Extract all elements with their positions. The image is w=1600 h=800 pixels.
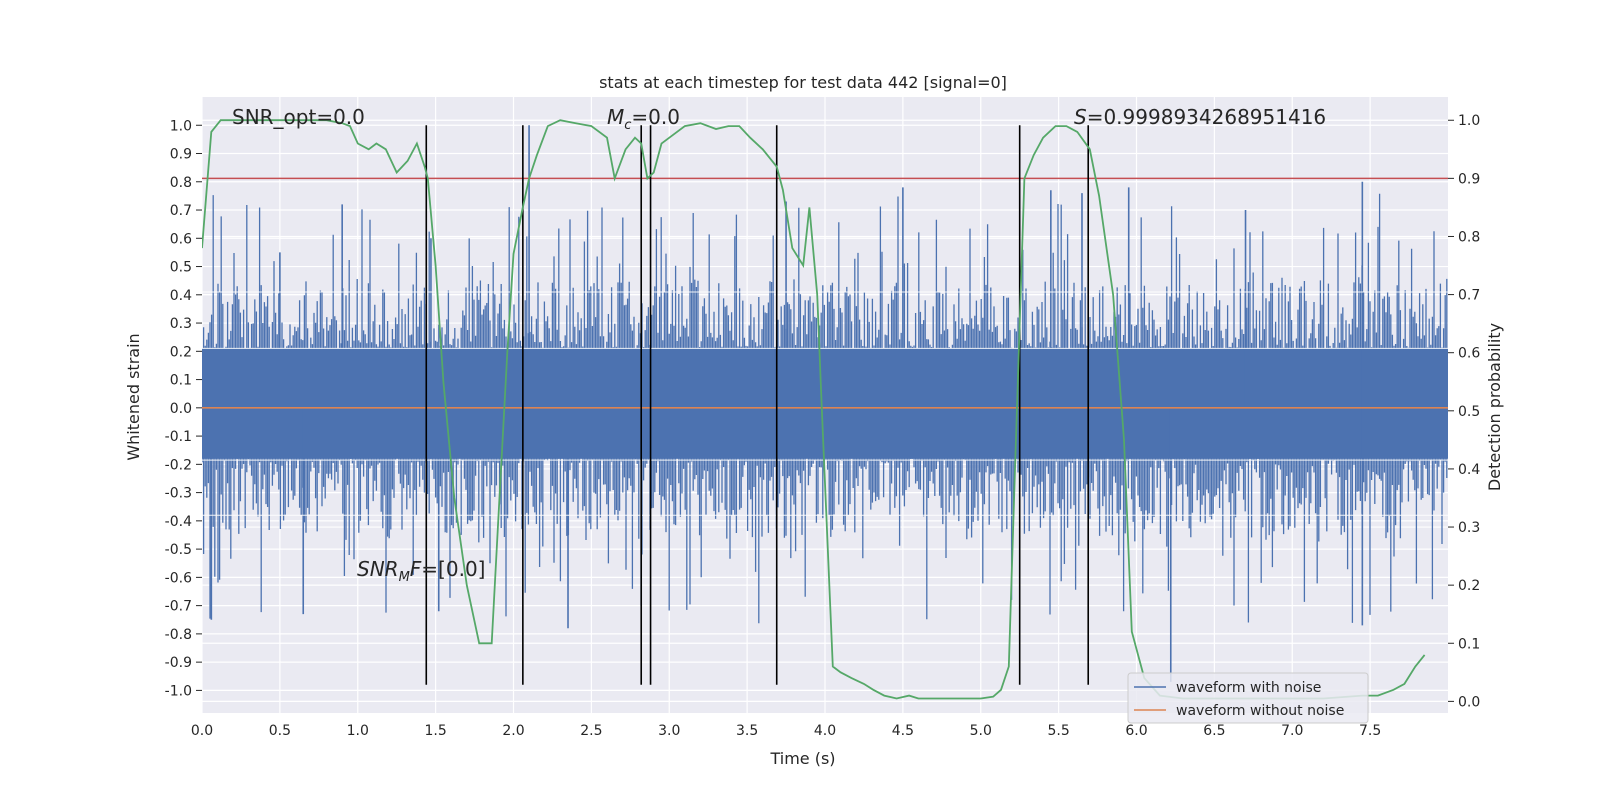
x-tick-label: 6.5 xyxy=(1203,723,1225,739)
y-tick-label: -0.1 xyxy=(165,429,192,445)
legend-label-noise: waveform with noise xyxy=(1176,680,1321,696)
x-tick-label: 0.0 xyxy=(191,723,213,739)
y2-tick-label: 1.0 xyxy=(1458,113,1480,129)
x-tick-label: 3.0 xyxy=(658,723,680,739)
chart-title: stats at each timestep for test data 442… xyxy=(599,73,1007,92)
x-tick-label: 2.0 xyxy=(502,723,524,739)
y2-tick-label: 0.7 xyxy=(1458,288,1480,304)
x-axis-label: Time (s) xyxy=(769,749,835,768)
y-tick-label: 0.7 xyxy=(170,203,192,219)
series-noise xyxy=(202,125,1448,682)
y-tick-label: -0.4 xyxy=(165,514,192,530)
x-tick-label: 1.5 xyxy=(424,723,446,739)
y-tick-label: -0.3 xyxy=(165,486,192,502)
y-axis-ticks: 1.0 0.9 0.8 0.7 0.6 0.5 0.4 0.3 0.2 0.1 0.0 -0.1 -0.… xyxy=(165,118,202,699)
y-tick-label: 1.0 xyxy=(170,118,192,134)
y-tick-label: 0.9 xyxy=(170,147,192,163)
y-tick-label: 0.4 xyxy=(170,288,192,304)
y-tick-label: 0.2 xyxy=(170,344,192,360)
y2-tick-label: 0.5 xyxy=(1458,404,1480,420)
y-tick-label: 0.5 xyxy=(170,260,192,276)
annotation-snr-opt: SNR_opt=0.0 xyxy=(232,105,365,129)
y2-tick-label: 0.3 xyxy=(1458,520,1480,536)
y2-axis-label: Detection probability xyxy=(1485,323,1504,491)
annotation-chirp-mass: Mc=0.0 xyxy=(607,105,680,133)
y2-tick-label: 0.4 xyxy=(1458,462,1480,478)
series-detection-probability xyxy=(202,119,1426,700)
y-tick-label: 0.6 xyxy=(170,231,192,247)
x-tick-label: 7.0 xyxy=(1281,723,1303,739)
x-tick-label: 5.5 xyxy=(1047,723,1069,739)
legend-label-clean: waveform without noise xyxy=(1176,703,1344,719)
y-tick-label: 0.0 xyxy=(170,401,192,417)
x-tick-label: 0.5 xyxy=(269,723,291,739)
x-tick-label: 3.5 xyxy=(736,723,758,739)
y-tick-label: -0.5 xyxy=(165,542,192,558)
y2-tick-label: 0.9 xyxy=(1458,171,1480,187)
y-tick-label: -1.0 xyxy=(165,683,192,699)
y2-tick-label: 0.6 xyxy=(1458,346,1480,362)
x-tick-label: 5.0 xyxy=(970,723,992,739)
y-axis-label: Whitened strain xyxy=(124,333,143,460)
y2-axis-ticks: 1.0 0.9 0.8 0.7 0.6 0.5 0.4 0.3 0.2 0.1 0.0 xyxy=(1448,113,1480,710)
y-tick-label: -0.7 xyxy=(165,599,192,615)
x-tick-label: 2.5 xyxy=(580,723,602,739)
legend: waveform with noise waveform without noi… xyxy=(1127,672,1369,724)
x-tick-label: 1.0 xyxy=(347,723,369,739)
y-tick-label: -0.8 xyxy=(165,627,192,643)
plot-content xyxy=(202,119,1448,700)
y2-tick-label: 0.2 xyxy=(1458,578,1480,594)
annotation-snr-mf: SNRMF=[0.0] xyxy=(357,557,485,585)
y-tick-label: 0.3 xyxy=(170,316,192,332)
y-tick-label: 0.8 xyxy=(170,175,192,191)
x-tick-label: 6.0 xyxy=(1125,723,1147,739)
y2-tick-label: 0.8 xyxy=(1458,229,1480,245)
annotations: SNR_opt=0.0 Mc=0.0 S=0.9998934268951416 … xyxy=(232,105,1326,585)
y-tick-label: 0.1 xyxy=(170,373,192,389)
y-tick-label: -0.9 xyxy=(165,655,192,671)
x-axis-ticks: 0.0 0.5 1.0 1.5 2.0 2.5 3.0 3.5 4.0 4.5 5.0 5.5 6.0 6… xyxy=(191,723,1381,739)
annotation-s-value: S=0.9998934268951416 xyxy=(1074,105,1326,129)
y-tick-label: -0.6 xyxy=(165,570,192,586)
x-tick-label: 7.5 xyxy=(1359,723,1381,739)
y2-tick-label: 0.0 xyxy=(1458,694,1480,710)
legend-box xyxy=(1127,672,1369,724)
y2-tick-label: 0.1 xyxy=(1458,636,1480,652)
y-tick-label: -0.2 xyxy=(165,457,192,473)
x-tick-label: 4.0 xyxy=(814,723,836,739)
x-tick-label: 4.5 xyxy=(892,723,914,739)
